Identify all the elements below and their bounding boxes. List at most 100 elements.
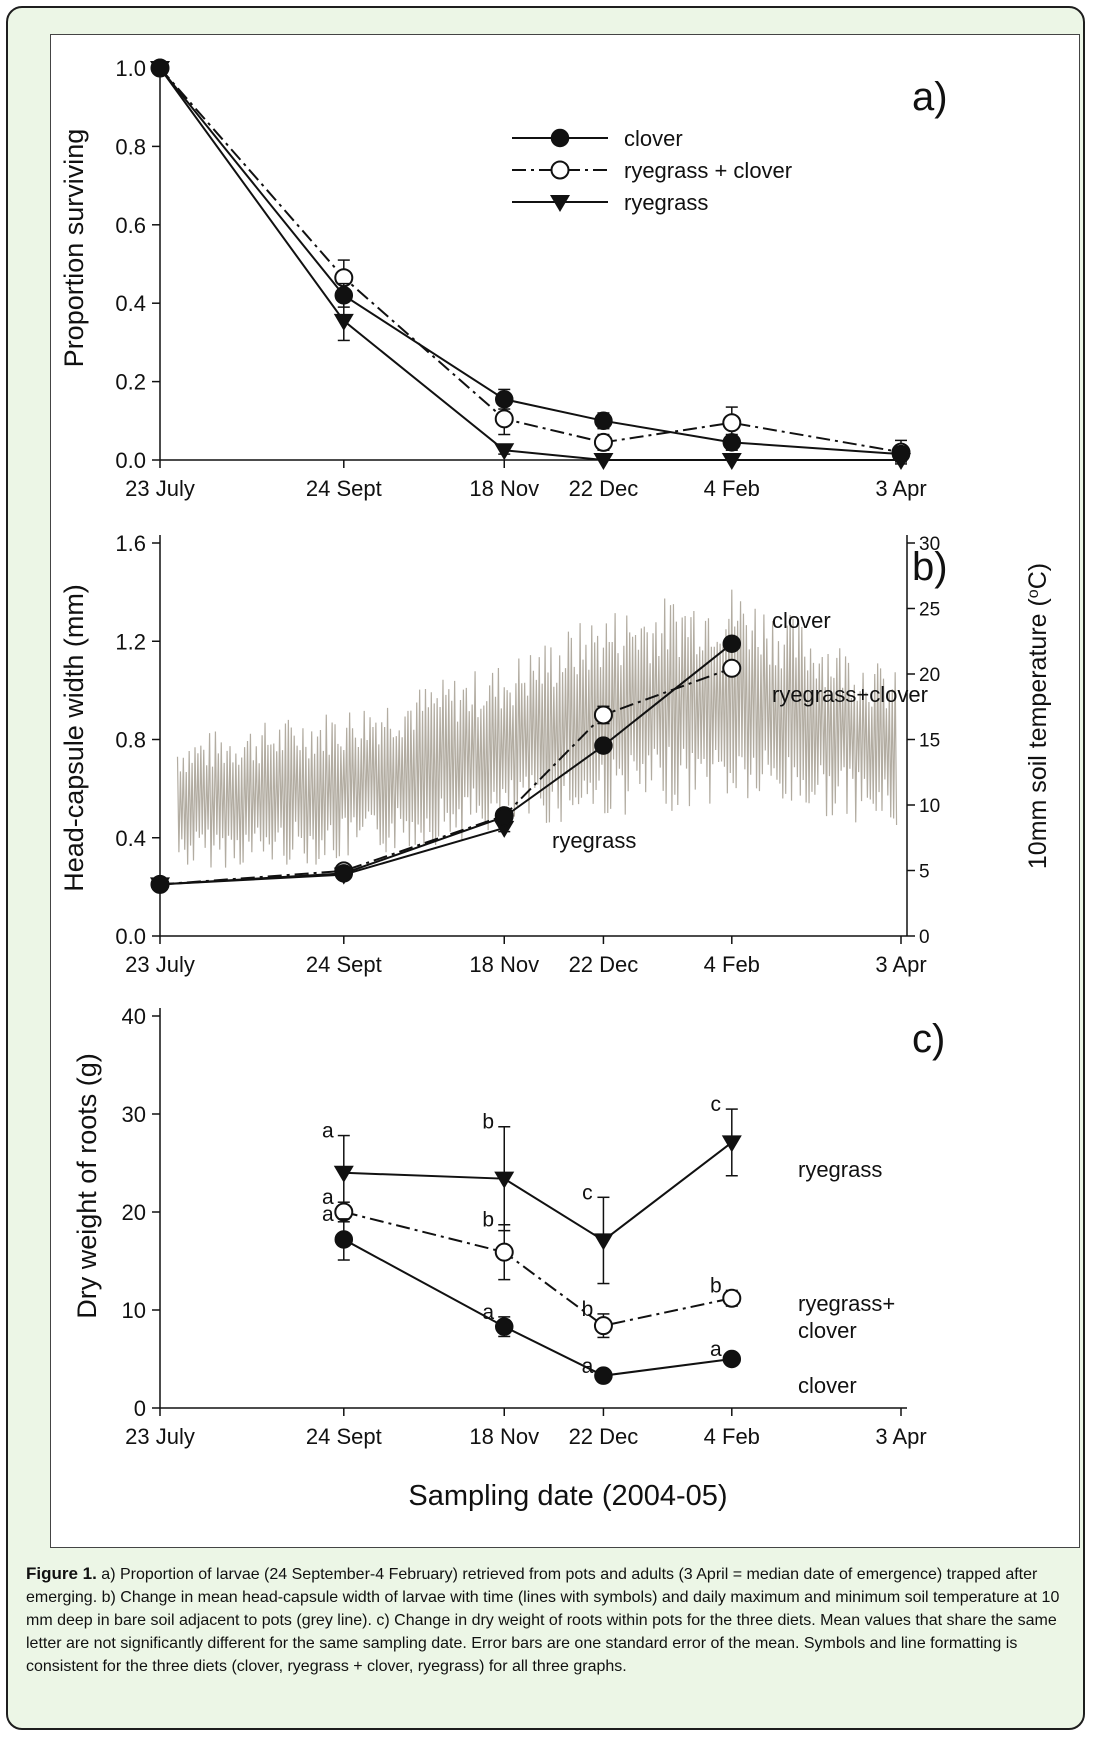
caption-label: Figure 1.: [26, 1564, 97, 1583]
panel-a-y-tick-label: 0.4: [115, 291, 146, 316]
legend-clover-label: clover: [624, 126, 683, 151]
panel-a-y-tick-label: 0.2: [115, 370, 146, 395]
panel-c-significance-letter: b: [710, 1274, 722, 1297]
panel-a-data-point: [494, 409, 514, 429]
panel-a-y-tick-label: 0.0: [115, 448, 146, 473]
panel-c-data-point: [594, 1366, 613, 1385]
panel-b-y-tick-label: 0.8: [115, 728, 146, 753]
panel-b-y-tick-label: 0.0: [115, 924, 146, 949]
panel-b-y2label: 10mm soil temperature (oC): [1024, 563, 1052, 869]
panel-c-x-tick-label: 24 Sept: [306, 1424, 382, 1449]
panel-b-data-point: [593, 705, 613, 725]
panel-c-x-tick-label: 23 July: [125, 1424, 195, 1449]
panel-a-y-tick-label: 0.8: [115, 134, 146, 159]
panel-b-y2-tick-label: 0: [919, 927, 930, 948]
panel-c-clover-label: clover: [798, 1373, 857, 1398]
panel-c-significance-letter: c: [582, 1181, 593, 1204]
legend-ryegrass-label: ryegrass: [624, 190, 708, 215]
panel-a-data-point: [722, 413, 742, 433]
panel-b-x-tick-label: 23 July: [125, 952, 195, 977]
legend-marker: [550, 195, 570, 212]
panel-b-data-point: [150, 875, 170, 894]
panel-a-data-point: [593, 432, 613, 452]
panel-a-series-line: [159, 67, 901, 461]
panel-c-significance-letter: b: [482, 1209, 494, 1232]
panel-c-significance-letter: a: [482, 1301, 494, 1324]
panel-c-series-line: [343, 1141, 733, 1242]
panel-a-x-tick-label: 22 Dec: [569, 476, 639, 501]
panel-c-ryegrass-clover-label-2: clover: [798, 1318, 857, 1343]
panel-a-data-point: [333, 313, 354, 331]
panel-b-soil-temperature-line: [176, 589, 898, 868]
panel-a-data-point: [494, 443, 515, 461]
panel-a-data-point: [334, 286, 354, 305]
panel-c-series-line: [343, 1238, 732, 1377]
panel-c-significance-letter: a: [710, 1338, 722, 1361]
panel-c-data-point: [494, 1317, 514, 1336]
panel-a-ylabel: Proportion surviving: [59, 129, 89, 368]
legend-marker: [550, 160, 570, 180]
panel-b-data-point: [722, 658, 742, 678]
panel-b-x-tick-label: 24 Sept: [306, 952, 382, 977]
panel-b-data-point: [494, 807, 514, 827]
panel-b-y2-tick-label: 10: [919, 796, 940, 817]
panel-c-significance-letter: b: [482, 1111, 494, 1134]
panel-c-y-tick-label: 30: [122, 1102, 146, 1127]
panel-b-ryegrass-label: ryegrass: [552, 828, 636, 853]
panel-a-data-point: [150, 58, 170, 78]
panel-a-data-point: [594, 411, 613, 431]
panel-a-x-tick-label: 4 Feb: [704, 476, 760, 501]
panel-c-ryegrass-clover-label-1: ryegrass+: [798, 1291, 895, 1316]
panel-c-letter: c): [912, 1017, 945, 1061]
panel-c-significance-letter: b: [582, 1298, 594, 1321]
panel-a-data-point: [891, 444, 911, 464]
panel-b-data-point: [494, 820, 515, 838]
panel-b-y2-tick-label: 5: [919, 862, 930, 883]
panel-a-x-tick-label: 18 Nov: [469, 476, 539, 501]
panel-c-y-tick-label: 40: [122, 1004, 146, 1029]
panel-b-y2-tick-label: 20: [919, 665, 940, 686]
panel-b-y-tick-label: 0.4: [115, 826, 146, 851]
legend-ryegrass-clover-label: ryegrass + clover: [624, 158, 792, 183]
caption-text: a) Proportion of larvae (24 September-4 …: [26, 1566, 1060, 1675]
panel-b-y2-tick-label: 15: [919, 731, 940, 752]
panel-a-data-point: [494, 389, 514, 409]
panel-c-data-point: [494, 1242, 514, 1262]
panel-b-x-tick-label: 18 Nov: [469, 952, 539, 977]
panel-c-x-tick-label: 22 Dec: [569, 1424, 639, 1449]
figure-charts: 23 July 24 Sept 18 Nov 22 Dec 4 Feb 3 Apr 0.0 0…: [59, 56, 1052, 1512]
panel-c-data-point: [334, 1202, 354, 1222]
panel-b-y2-tick-label: 30: [919, 534, 940, 555]
panel-c-data-point: [721, 1135, 742, 1153]
panel-a-series-line: [159, 67, 902, 454]
panel-c-significance-letter: a: [322, 1203, 334, 1226]
panel-c-x-tick-label: 3 Apr: [875, 1424, 926, 1449]
panel-c-ylabel: Dry weight of roots (g): [72, 1053, 102, 1319]
panel-a-y-tick-label: 0.6: [115, 213, 146, 238]
panel-a-x-tick-label: 24 Sept: [306, 476, 382, 501]
panel-a-y-tick-label: 1.0: [115, 56, 146, 81]
panel-a-data-point: [593, 453, 614, 470]
panel-c-y-tick-label: 10: [122, 1298, 146, 1323]
panel-c-data-point: [494, 1171, 515, 1189]
panel-a-data-point: [722, 433, 742, 452]
panel-a-series-line: [159, 67, 902, 456]
panel-b-data-point: [334, 864, 354, 883]
panel-c-xlabel: Sampling date (2004-05): [408, 1480, 727, 1512]
panel-c-data-point: [333, 1165, 354, 1183]
panel-c-ryegrass-label: ryegrass: [798, 1157, 882, 1182]
panel-c-data-point: [722, 1349, 742, 1369]
panel-c-significance-letter: a: [582, 1355, 594, 1378]
panel-a-x-tick-label: 23 July: [125, 476, 195, 501]
panel-b-data-point: [722, 634, 742, 653]
panel-b-x-tick-label: 3 Apr: [875, 952, 926, 977]
figure-caption: Figure 1. a) Proportion of larvae (24 Se…: [26, 1562, 1074, 1678]
panel-c-data-point: [334, 1230, 354, 1249]
panel-a-x-tick-label: 3 Apr: [875, 476, 926, 501]
panel-c-data-point: [722, 1288, 742, 1308]
panel-c-significance-letter: a: [322, 1120, 334, 1143]
panel-c-x-tick-label: 18 Nov: [469, 1424, 539, 1449]
panel-b-x-tick-label: 22 Dec: [569, 952, 639, 977]
panel-b-y2-tick-label: 25: [919, 600, 940, 621]
figure-frame: 23 July 24 Sept 18 Nov 22 Dec 4 Feb 3 Apr 0.0 0…: [6, 6, 1085, 1730]
